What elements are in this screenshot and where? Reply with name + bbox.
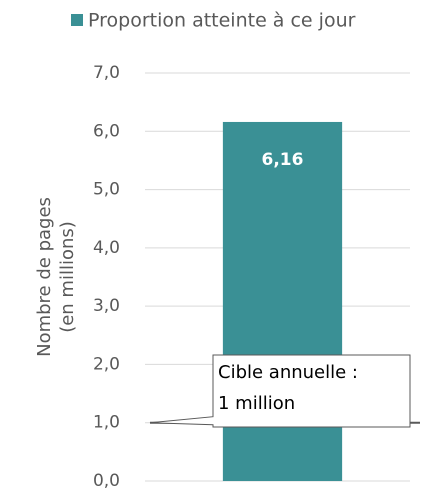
legend-swatch	[71, 14, 83, 26]
y-axis-label: (en millions)	[57, 221, 78, 333]
y-tick-label: 6,0	[93, 121, 120, 141]
y-tick-label: 1,0	[93, 413, 120, 433]
annotation-text: Cible annuelle :	[218, 362, 358, 383]
y-tick-label: 2,0	[93, 354, 120, 374]
y-tick-label: 3,0	[93, 296, 120, 316]
data-label: 6,16	[262, 150, 304, 170]
y-tick-label: 0,0	[93, 471, 120, 491]
y-tick-label: 5,0	[93, 180, 120, 200]
callout-box	[149, 354, 411, 428]
legend-label: Proportion atteinte à ce jour	[88, 10, 356, 32]
annotation-text: 1 million	[218, 393, 295, 414]
y-tick-label: 7,0	[93, 63, 120, 83]
y-axis-label: Nombre de pages	[34, 197, 55, 357]
y-tick-label: 4,0	[93, 238, 120, 258]
